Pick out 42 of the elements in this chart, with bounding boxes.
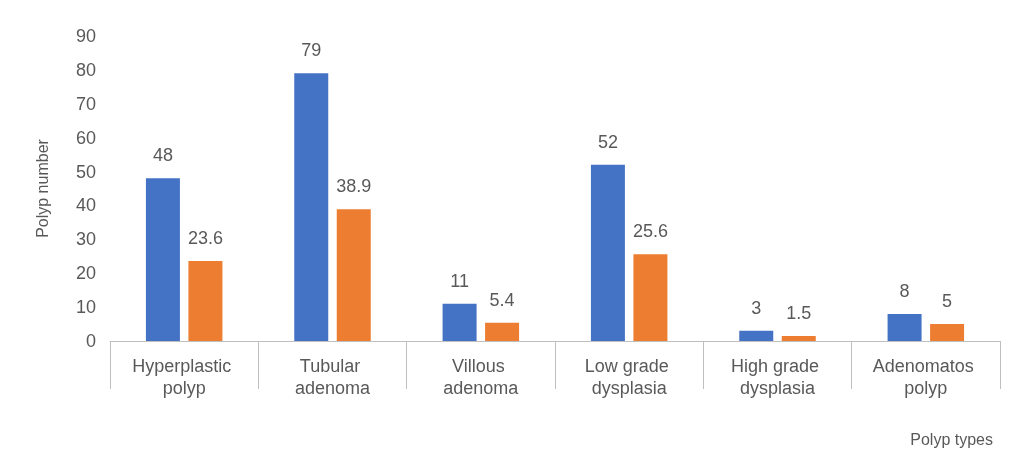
y-tick-label: 10 [75,297,96,318]
y-tick-label: 50 [75,161,96,182]
data-label: 23.6 [187,228,223,249]
bar [485,322,520,341]
bar [145,178,180,341]
x-tick-label: Adenomatos polyp [872,356,979,398]
x-tick-label: High grade dysplasia [730,356,825,398]
y-tick-label: 0 [85,331,96,351]
x-tick-label: Hyperplastic polyp [132,356,237,398]
data-label: 5.4 [489,289,515,310]
bar [633,254,668,341]
data-label: 48 [152,145,173,166]
data-label: 25.6 [632,221,668,242]
y-tick-label: 60 [75,127,96,148]
y-tick-label: 80 [75,59,96,80]
data-label: 38.9 [336,176,372,197]
bar [294,73,329,341]
x-tick-label: Villous adenoma [443,356,520,398]
data-label: 8 [899,280,910,301]
x-tick-label: Low grade dysplasia [584,356,674,398]
y-tick-label: 70 [75,93,96,114]
x-tick-label: Tubular adenoma [294,356,372,398]
y-tick-label: 30 [75,229,96,250]
bar [887,313,922,341]
data-label: 5 [942,291,953,312]
data-label: 3 [751,297,762,318]
data-label: 52 [597,131,618,152]
data-label: 79 [301,40,322,61]
bar [590,164,625,341]
x-axis-title: Polyp types [910,430,994,448]
y-tick-label: 90 [75,26,96,46]
bar [188,261,223,341]
bar [442,303,477,341]
y-tick-label: 20 [75,263,96,284]
bar [781,335,816,341]
y-axis-title: Polyp number [33,138,51,238]
bar [336,209,371,341]
y-tick-label: 40 [75,195,96,216]
bar [739,330,774,341]
data-label: 1.5 [786,302,812,323]
data-label: 11 [450,270,469,291]
bar [930,324,965,341]
